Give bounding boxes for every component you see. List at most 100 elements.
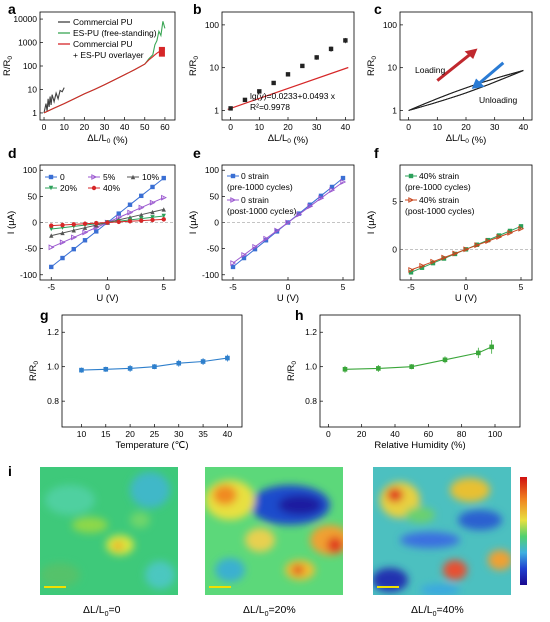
x-tick-label: 0 bbox=[105, 282, 110, 292]
series-marker-0 bbox=[318, 193, 324, 199]
series-marker-0 bbox=[60, 255, 65, 261]
svg-text:ΔL/L0=20%: ΔL/L0=20% bbox=[243, 604, 296, 618]
loading-arrow bbox=[436, 51, 473, 82]
panel-a: 0 10 20 30 40 50 60 1 10 100 1000 10000 ΔL/L0 (%) R/R… bbox=[2, 11, 176, 146]
legend-marker-0 bbox=[408, 173, 414, 179]
series-marker-1 bbox=[230, 260, 237, 266]
series-marker-1 bbox=[340, 179, 347, 185]
series-marker-1 bbox=[430, 258, 437, 265]
x-tick-label: -5 bbox=[229, 282, 237, 292]
data-point bbox=[285, 72, 291, 77]
legend-marker-1 bbox=[230, 197, 237, 203]
y-axis-label: R/R0 bbox=[366, 56, 378, 76]
fit-equation: lg(y)=0.0233+0.0493 x bbox=[250, 91, 336, 101]
panel-b: 0 10 20 30 40 1 10 100 ΔL/L0 (%) R/R0 lg(y)=0.0233… bbox=[188, 11, 355, 146]
legend-marker-2 bbox=[130, 174, 136, 180]
series-marker-0 bbox=[329, 184, 335, 190]
series-marker-1 bbox=[474, 242, 481, 249]
data-point bbox=[442, 357, 448, 363]
series-marker-4 bbox=[116, 219, 121, 225]
x-tick-label: 40 bbox=[120, 122, 130, 132]
x-tick-label: 0 bbox=[464, 282, 469, 292]
legend-label-0: 0 strain bbox=[241, 171, 269, 181]
y-tick-label: 10000 bbox=[13, 14, 37, 24]
legend-sublabel-0: (pre-1000 cycles) bbox=[227, 182, 293, 192]
series-marker-4 bbox=[49, 223, 54, 228]
data-point bbox=[200, 359, 206, 364]
series-marker-4 bbox=[71, 222, 76, 227]
legend-marker-1 bbox=[408, 197, 415, 203]
heatmap-0 bbox=[40, 467, 178, 595]
legend-label-2b: + ES-PU overlayer bbox=[73, 50, 144, 60]
data-point bbox=[228, 106, 233, 111]
series-marker-1 bbox=[241, 251, 248, 258]
x-tick-label: 10 bbox=[433, 122, 443, 132]
series-marker-4 bbox=[94, 220, 99, 226]
y-tick-label: 5 bbox=[392, 196, 397, 206]
legend-label-1: 5% bbox=[103, 172, 116, 182]
x-tick-label: 0 bbox=[42, 122, 47, 132]
y-tick-label: 10 bbox=[210, 63, 220, 73]
svg-text:ΔL/L0=0: ΔL/L0=0 bbox=[83, 604, 121, 618]
series-marker-1 bbox=[485, 238, 492, 245]
legend-marker-4 bbox=[91, 185, 97, 191]
series-marker-1 bbox=[138, 204, 145, 211]
x-tick-label: 40 bbox=[519, 122, 529, 132]
series-line bbox=[344, 346, 492, 370]
data-point bbox=[300, 63, 305, 69]
data-point bbox=[176, 360, 182, 366]
data-point bbox=[242, 97, 248, 103]
series-marker-4 bbox=[139, 218, 144, 223]
panel-label-e: e bbox=[193, 145, 201, 161]
series-marker-1 bbox=[48, 244, 55, 251]
series-line-1 bbox=[410, 228, 522, 271]
x-axis-label: ΔL/L0 (%) bbox=[87, 133, 128, 146]
y-tick-label: 1.2 bbox=[47, 327, 59, 337]
y-axis-label: R/R0 bbox=[28, 361, 40, 381]
series-marker-1 bbox=[452, 250, 459, 257]
series-marker-0 bbox=[49, 264, 54, 270]
legend-label-3: 20% bbox=[60, 183, 77, 193]
series-marker-1 bbox=[507, 229, 514, 236]
scale-bar-1 bbox=[209, 586, 231, 588]
x-tick-label: 60 bbox=[424, 429, 434, 439]
y-axis-label: I (µA) bbox=[366, 211, 377, 234]
data-point bbox=[376, 366, 381, 371]
series-marker-0 bbox=[408, 270, 414, 275]
data-point bbox=[342, 366, 348, 372]
y-tick-label: -50 bbox=[25, 244, 38, 254]
y-tick-label: -50 bbox=[207, 244, 220, 254]
data-point bbox=[225, 355, 230, 361]
colorbar bbox=[520, 477, 527, 585]
series-marker-2 bbox=[60, 230, 65, 236]
series-marker-1 bbox=[59, 239, 66, 246]
legend-label-1: 40% strain bbox=[419, 195, 459, 205]
heatmap-1 bbox=[205, 467, 343, 595]
y-tick-label: 0 bbox=[32, 218, 37, 228]
panel-c: 0 10 20 30 40 1 10 100 ΔL/L0 (%) R/R0 Loading Unloa… bbox=[366, 11, 533, 146]
series-marker-0 bbox=[419, 265, 425, 270]
y-tick-label: 0 bbox=[214, 218, 219, 228]
legend-label-2: 10% bbox=[142, 172, 159, 182]
series-marker-4 bbox=[150, 217, 155, 223]
y-tick-label: 1.0 bbox=[47, 362, 59, 372]
series-marker-3 bbox=[161, 213, 166, 219]
x-tick-label: 30 bbox=[174, 429, 184, 439]
series-marker-0 bbox=[340, 175, 346, 181]
series-marker-0 bbox=[150, 184, 155, 190]
y-axis-label: I (µA) bbox=[6, 211, 17, 234]
heatmap-2 bbox=[373, 467, 511, 595]
data-point bbox=[271, 80, 276, 86]
series-marker-0 bbox=[230, 264, 236, 270]
y-tick-label: 0.8 bbox=[305, 396, 317, 406]
y-tick-label: 100 bbox=[383, 20, 397, 30]
y-tick-label: 1.0 bbox=[305, 362, 317, 372]
y-tick-label: 10 bbox=[28, 84, 38, 94]
x-tick-label: 20 bbox=[125, 429, 135, 439]
x-tick-label: 20 bbox=[283, 122, 293, 132]
panel-label-g: g bbox=[40, 307, 49, 323]
panel-label-a: a bbox=[8, 1, 16, 17]
